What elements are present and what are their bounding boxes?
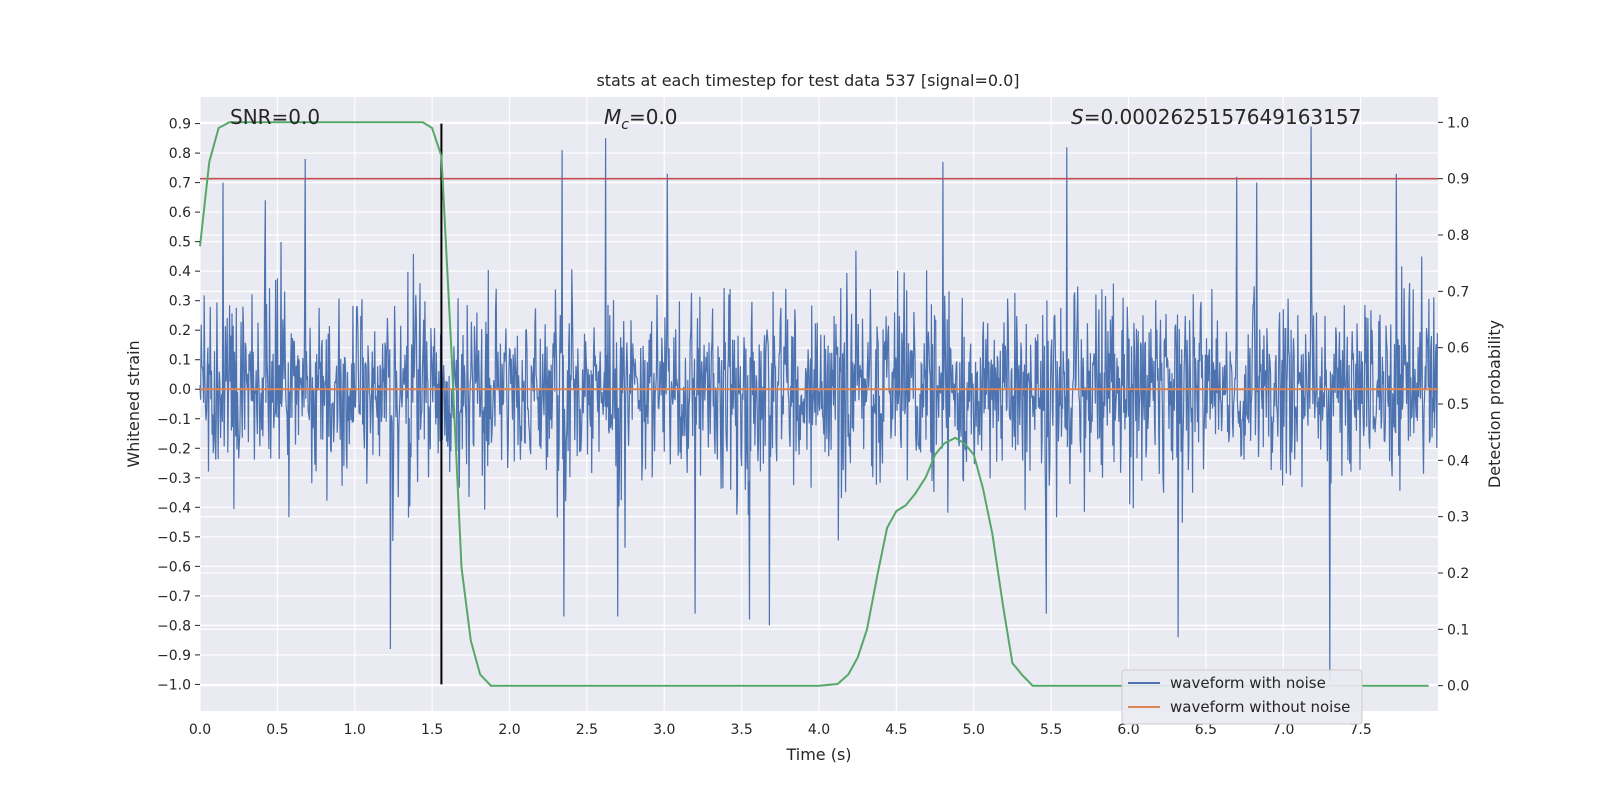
y-tick-label: 0.2 [169,323,191,339]
legend-label-waveform-with-noise: waveform with noise [1170,674,1326,692]
x-tick-label: 3.5 [730,722,752,738]
legend: waveform with noise waveform without noi… [1121,669,1363,725]
legend-label-waveform-without-noise: waveform without noise [1170,698,1350,716]
y-tick-label: −0.5 [157,530,191,546]
x-tick-label: 0.0 [189,722,211,738]
y-tick-label: 0.5 [169,235,191,251]
x-tick-label: 5.0 [963,722,985,738]
x-tick-label: 5.5 [1040,722,1062,738]
chart-title: stats at each timestep for test data 537… [596,71,1019,90]
waveform-with-noise-series [199,126,1439,682]
snr-annotation: SNR=0.0 [230,105,320,129]
y-tick-label: 0.4 [169,264,191,280]
y-tick-label: 0.0 [169,382,191,398]
x-tick-label: 4.5 [885,722,907,738]
y-tick-label: −0.3 [157,471,191,487]
chirp-mass-annotation: Mc=0.0 [604,105,678,133]
x-tick-label: 6.0 [1117,722,1139,738]
y2-tick-label: 0.5 [1447,397,1469,413]
y2-tick-label: 0.1 [1447,622,1469,638]
y-tick-label: 0.9 [169,117,191,133]
x-tick-label: 6.5 [1195,722,1217,738]
x-tick-label: 3.0 [653,722,675,738]
legend-box [1121,669,1363,725]
y2-axis-label: Detection probability [1485,320,1504,488]
y-axis-label: Whitened strain [124,340,143,467]
y-axis-ticks: 0.9 0.8 0.7 0.6 0.5 0.4 0.3 0.2 0.1 0.0 −0.1 −0.2 −0… [157,117,200,693]
x-tick-label: 2.5 [576,722,598,738]
y-tick-label: −0.2 [157,441,191,457]
y-tick-label: −0.8 [157,618,191,634]
y2-tick-label: 0.3 [1447,510,1469,526]
x-tick-label: 2.0 [498,722,520,738]
y-tick-label: −0.6 [157,559,191,575]
y-tick-label: −0.4 [157,500,191,516]
y-tick-label: 0.7 [169,176,191,192]
noise-trace [199,126,1439,682]
y-tick-label: 0.1 [169,353,191,369]
y-tick-label: 0.3 [169,294,191,310]
y-tick-label: −0.7 [157,589,191,605]
y2-tick-label: 1.0 [1447,115,1469,131]
x-tick-label: 0.5 [266,722,288,738]
y-tick-label: −0.9 [157,648,191,664]
y2-tick-label: 0.4 [1447,453,1469,469]
x-axis-label: Time (s) [785,745,851,764]
y2-tick-label: 0.6 [1447,341,1469,357]
s-annotation: S=0.0002625157649163157 [1071,105,1361,129]
y-tick-label: −1.0 [157,677,191,693]
y-tick-label: −0.1 [157,412,191,428]
y2-axis-ticks: 1.0 0.9 0.8 0.7 0.6 0.5 0.4 0.3 0.2 0.1 0.0 [1438,115,1469,695]
x-tick-label: 1.0 [344,722,366,738]
y2-tick-label: 0.8 [1447,228,1469,244]
y2-tick-label: 0.7 [1447,284,1469,300]
y2-tick-label: 0.9 [1447,172,1469,188]
x-axis-ticks: 0.0 0.5 1.0 1.5 2.0 2.5 3.0 3.5 4.0 4.5 5.0 5.5 6.0 6… [189,722,1372,738]
y-tick-label: 0.6 [169,205,191,221]
y2-tick-label: 0.0 [1447,679,1469,695]
x-tick-label: 7.5 [1349,722,1371,738]
y2-tick-label: 0.2 [1447,566,1469,582]
detection-probability-series [199,121,1429,687]
x-tick-label: 4.0 [808,722,830,738]
y-tick-label: 0.8 [169,146,191,162]
x-tick-label: 1.5 [421,722,443,738]
x-tick-label: 7.0 [1272,722,1294,738]
